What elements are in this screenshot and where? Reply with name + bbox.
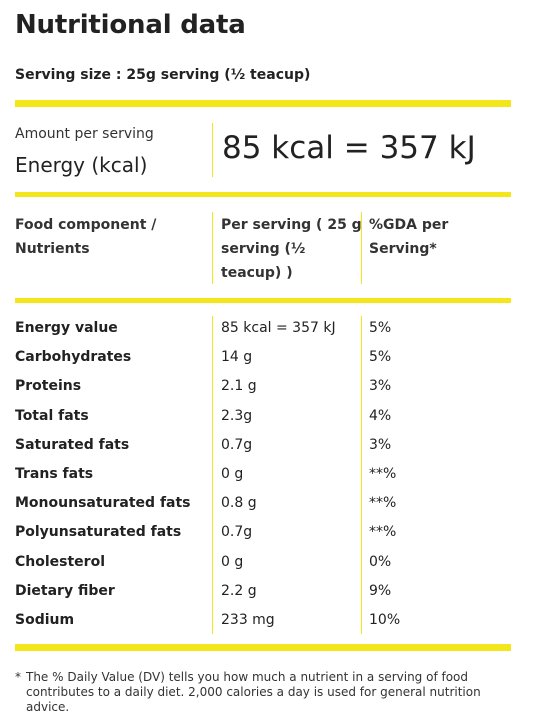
nutrient-amount: 2.1 g — [221, 378, 257, 394]
header-gda-line: %GDA per — [369, 217, 449, 233]
table-row: Carbohydrates 14 g 5% — [0, 349, 543, 378]
footnote-text: The % Daily Value (DV) tells you how muc… — [26, 670, 481, 714]
table-row: Monounsaturated fats 0.8 g **% — [0, 495, 543, 524]
table-row: Cholesterol 0 g 0% — [0, 554, 543, 583]
header-per-serving-line: teacup) ) — [221, 265, 293, 281]
header-per-serving: Per serving ( 25 g serving (½ teacup) ) — [221, 213, 362, 285]
divider-top — [15, 100, 511, 107]
nutrient-name: Carbohydrates — [15, 349, 132, 365]
nutrient-name: Trans fats — [15, 466, 94, 482]
nutrient-gda: **% — [369, 466, 397, 482]
nutrient-name: Saturated fats — [15, 437, 130, 453]
divider-energy — [15, 192, 511, 197]
amount-per-serving-label: Amount per serving — [15, 126, 154, 142]
nutrient-amount: 2.3g — [221, 408, 253, 424]
nutrient-gda: 0% — [369, 554, 392, 570]
column-divider-2 — [361, 316, 362, 634]
nutrient-gda: 5% — [369, 349, 392, 365]
energy-label: Energy (kcal) — [15, 153, 148, 177]
header-divider-2 — [361, 212, 362, 284]
table-row: Total fats 2.3g 4% — [0, 408, 543, 437]
nutrient-amount: 2.2 g — [221, 583, 257, 599]
header-gda-line: Serving* — [369, 241, 437, 257]
footnote: * The % Daily Value (DV) tells you how m… — [15, 670, 510, 715]
footnote-marker: * — [15, 670, 21, 684]
nutrient-amount: 0 g — [221, 466, 244, 482]
nutrient-name: Proteins — [15, 378, 82, 394]
nutrient-amount: 0.7g — [221, 437, 253, 453]
nutrient-gda: 9% — [369, 583, 392, 599]
table-row: Polyunsaturated fats 0.7g **% — [0, 524, 543, 553]
header-component-line: Food component / — [15, 217, 157, 233]
header-component: Food component / Nutrients — [15, 213, 156, 261]
table-row: Sodium 233 mg 10% — [0, 612, 543, 641]
nutrient-gda: **% — [369, 495, 397, 511]
nutrient-amount: 14 g — [221, 349, 253, 365]
nutrient-gda: 5% — [369, 320, 392, 336]
header-per-serving-line: serving (½ — [221, 241, 306, 257]
nutrient-amount: 85 kcal = 357 kJ — [221, 320, 336, 336]
nutrient-name: Sodium — [15, 612, 75, 628]
header-gda: %GDA per Serving* — [369, 213, 448, 261]
table-row: Saturated fats 0.7g 3% — [0, 437, 543, 466]
header-divider-1 — [212, 212, 213, 284]
nutrient-name: Cholesterol — [15, 554, 105, 570]
page-title: Nutritional data — [15, 10, 246, 40]
table-row: Energy value 85 kcal = 357 kJ 5% — [0, 320, 543, 349]
nutrient-name: Energy value — [15, 320, 118, 336]
energy-divider — [212, 123, 213, 177]
energy-value: 85 kcal = 357 kJ — [222, 130, 476, 166]
nutrient-amount: 0.7g — [221, 524, 253, 540]
header-per-serving-line: Per serving ( 25 g — [221, 217, 362, 233]
nutrient-gda: 4% — [369, 408, 392, 424]
divider-header — [15, 298, 511, 303]
serving-size: Serving size : 25g serving (½ teacup) — [15, 67, 311, 83]
table-row: Dietary fiber 2.2 g 9% — [0, 583, 543, 612]
column-divider-1 — [212, 316, 213, 634]
header-component-line: Nutrients — [15, 241, 90, 257]
nutrient-amount: 233 mg — [221, 612, 275, 628]
divider-bottom — [15, 644, 511, 651]
nutrient-gda: 3% — [369, 437, 392, 453]
nutrient-name: Total fats — [15, 408, 89, 424]
nutrient-amount: 0 g — [221, 554, 244, 570]
table-row: Proteins 2.1 g 3% — [0, 378, 543, 407]
nutrient-gda: 3% — [369, 378, 392, 394]
nutrient-amount: 0.8 g — [221, 495, 257, 511]
nutrient-name: Polyunsaturated fats — [15, 524, 182, 540]
nutrient-name: Dietary fiber — [15, 583, 115, 599]
table-row: Trans fats 0 g **% — [0, 466, 543, 495]
nutrient-name: Monounsaturated fats — [15, 495, 191, 511]
nutrient-gda: **% — [369, 524, 397, 540]
nutrient-gda: 10% — [369, 612, 401, 628]
